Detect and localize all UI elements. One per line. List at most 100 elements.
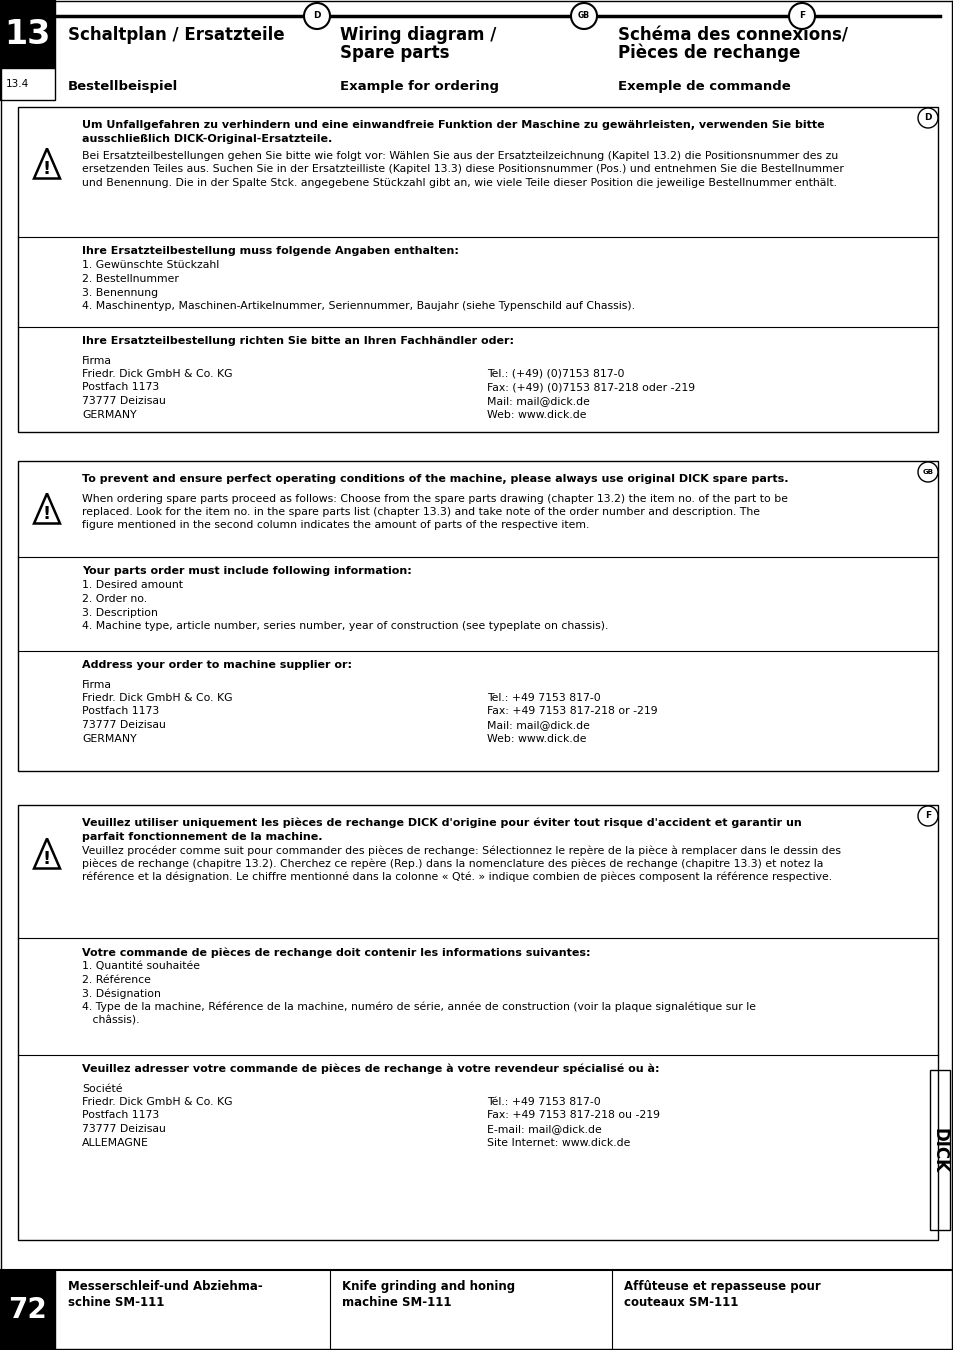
- Text: 1. Gewünschte Stückzahl: 1. Gewünschte Stückzahl: [82, 261, 219, 270]
- Text: Société: Société: [82, 1084, 122, 1094]
- Text: Site Internet: www.dick.de: Site Internet: www.dick.de: [486, 1138, 630, 1148]
- Text: Postfach 1173: Postfach 1173: [82, 706, 159, 717]
- Text: Um Unfallgefahren zu verhindern und eine einwandfreie Funktion der Maschine zu g: Um Unfallgefahren zu verhindern und eine…: [82, 120, 823, 130]
- Text: Wiring diagram /: Wiring diagram /: [339, 26, 496, 45]
- Text: Mail: mail@dick.de: Mail: mail@dick.de: [486, 720, 589, 730]
- Circle shape: [917, 108, 937, 128]
- Text: 4. Maschinentyp, Maschinen-Artikelnummer, Seriennummer, Baujahr (siehe Typenschi: 4. Maschinentyp, Maschinen-Artikelnummer…: [82, 301, 635, 310]
- Text: Votre commande de pièces de rechange doit contenir les informations suivantes:: Votre commande de pièces de rechange doi…: [82, 946, 590, 957]
- Text: Ihre Ersatzteilbestellung richten Sie bitte an Ihren Fachhändler oder:: Ihre Ersatzteilbestellung richten Sie bi…: [82, 336, 514, 346]
- Bar: [18, 107, 937, 432]
- Circle shape: [917, 462, 937, 482]
- Text: Example for ordering: Example for ordering: [339, 80, 498, 93]
- Text: !: !: [43, 505, 51, 522]
- Text: schine SM-111: schine SM-111: [68, 1296, 164, 1310]
- Text: 73777 Deizisau: 73777 Deizisau: [82, 1125, 166, 1134]
- Text: 2. Order no.: 2. Order no.: [82, 594, 147, 603]
- Text: Fax: +49 7153 817-218 or -219: Fax: +49 7153 817-218 or -219: [486, 706, 657, 717]
- Text: D: D: [313, 12, 320, 20]
- Text: Veuillez utiliser uniquement les pièces de rechange DICK d'origine pour éviter t: Veuillez utiliser uniquement les pièces …: [82, 818, 801, 829]
- Text: replaced. Look for the item no. in the spare parts list (chapter 13.3) and take : replaced. Look for the item no. in the s…: [82, 508, 760, 517]
- Text: Spare parts: Spare parts: [339, 45, 449, 62]
- Text: couteaux SM-111: couteaux SM-111: [623, 1296, 738, 1310]
- Text: Affûteuse et repasseuse pour: Affûteuse et repasseuse pour: [623, 1280, 820, 1293]
- Bar: [0, 0, 55, 68]
- Text: Tel.: (+49) (0)7153 817-0: Tel.: (+49) (0)7153 817-0: [486, 369, 624, 379]
- Text: Messerschleif-und Abziehma-: Messerschleif-und Abziehma-: [68, 1280, 262, 1293]
- Text: D: D: [923, 113, 931, 123]
- Circle shape: [788, 3, 814, 28]
- Text: Web: www.dick.de: Web: www.dick.de: [486, 409, 586, 420]
- Text: Tel.: +49 7153 817-0: Tel.: +49 7153 817-0: [486, 693, 600, 703]
- Text: 1. Quantité souhaitée: 1. Quantité souhaitée: [82, 961, 200, 972]
- Text: 13: 13: [5, 18, 51, 50]
- Text: Bei Ersatzteilbestellungen gehen Sie bitte wie folgt vor: Wählen Sie aus der Ers: Bei Ersatzteilbestellungen gehen Sie bit…: [82, 151, 838, 161]
- Text: parfait fonctionnement de la machine.: parfait fonctionnement de la machine.: [82, 832, 322, 841]
- Text: ausschließlich DICK-Original-Ersatzteile.: ausschließlich DICK-Original-Ersatzteile…: [82, 134, 332, 143]
- Text: 72: 72: [9, 1296, 47, 1324]
- Text: Ihre Ersatzteilbestellung muss folgende Angaben enthalten:: Ihre Ersatzteilbestellung muss folgende …: [82, 246, 458, 256]
- Text: Tél.: +49 7153 817-0: Tél.: +49 7153 817-0: [486, 1098, 600, 1107]
- Text: To prevent and ensure perfect operating conditions of the machine, please always: To prevent and ensure perfect operating …: [82, 474, 788, 485]
- Text: GERMANY: GERMANY: [82, 733, 136, 744]
- Text: ALLEMAGNE: ALLEMAGNE: [82, 1138, 149, 1148]
- Text: Knife grinding and honing: Knife grinding and honing: [341, 1280, 515, 1293]
- Text: pièces de rechange (chapitre 13.2). Cherchez ce repère (Rep.) dans la nomenclatu: pièces de rechange (chapitre 13.2). Cher…: [82, 859, 822, 869]
- Bar: [18, 460, 937, 771]
- Text: und Benennung. Die in der Spalte Stck. angegebene Stückzahl gibt an, wie viele T: und Benennung. Die in der Spalte Stck. a…: [82, 178, 836, 188]
- Text: GERMANY: GERMANY: [82, 409, 136, 420]
- Text: Exemple de commande: Exemple de commande: [618, 80, 790, 93]
- Text: 4. Type de la machine, Référence de la machine, numéro de série, année de constr: 4. Type de la machine, Référence de la m…: [82, 1002, 755, 1012]
- Text: F: F: [798, 12, 804, 20]
- Circle shape: [304, 3, 330, 28]
- Text: Schéma des connexions/: Schéma des connexions/: [618, 26, 847, 45]
- Text: référence et la désignation. Le chiffre mentionné dans la colonne « Qté. » indiq: référence et la désignation. Le chiffre …: [82, 872, 831, 883]
- Text: !: !: [43, 850, 51, 868]
- Text: 13.4: 13.4: [6, 80, 30, 89]
- Text: 1. Desired amount: 1. Desired amount: [82, 580, 183, 590]
- Text: Veuillez adresser votre commande de pièces de rechange à votre revendeur spécial: Veuillez adresser votre commande de pièc…: [82, 1064, 659, 1075]
- Text: 73777 Deizisau: 73777 Deizisau: [82, 720, 166, 730]
- Text: Friedr. Dick GmbH & Co. KG: Friedr. Dick GmbH & Co. KG: [82, 369, 233, 379]
- Text: Mail: mail@dick.de: Mail: mail@dick.de: [486, 396, 589, 406]
- Text: Firma: Firma: [82, 355, 112, 366]
- Text: Fax: (+49) (0)7153 817-218 oder -219: Fax: (+49) (0)7153 817-218 oder -219: [486, 382, 695, 393]
- Text: DICK: DICK: [930, 1127, 948, 1173]
- Bar: [0, 68, 55, 100]
- Text: When ordering spare parts proceed as follows: Choose from the spare parts drawin: When ordering spare parts proceed as fol…: [82, 494, 787, 504]
- Text: F: F: [924, 811, 930, 821]
- Text: 73777 Deizisau: 73777 Deizisau: [82, 396, 166, 406]
- Text: 2. Bestellnummer: 2. Bestellnummer: [82, 274, 179, 284]
- Text: Friedr. Dick GmbH & Co. KG: Friedr. Dick GmbH & Co. KG: [82, 693, 233, 703]
- Text: GB: GB: [922, 468, 933, 475]
- Text: ersetzenden Teiles aus. Suchen Sie in der Ersatzteilliste (Kapitel 13.3) diese P: ersetzenden Teiles aus. Suchen Sie in de…: [82, 165, 843, 174]
- Text: Postfach 1173: Postfach 1173: [82, 382, 159, 393]
- Text: 3. Description: 3. Description: [82, 608, 157, 617]
- Text: Friedr. Dick GmbH & Co. KG: Friedr. Dick GmbH & Co. KG: [82, 1098, 233, 1107]
- Text: GB: GB: [578, 12, 589, 20]
- Bar: [18, 805, 937, 1241]
- Bar: [0, 1270, 55, 1350]
- Text: Address your order to machine supplier or:: Address your order to machine supplier o…: [82, 660, 352, 670]
- Text: 3. Benennung: 3. Benennung: [82, 288, 158, 297]
- Text: Your parts order must include following information:: Your parts order must include following …: [82, 566, 412, 576]
- Bar: [929, 1071, 949, 1230]
- Text: Bestellbeispiel: Bestellbeispiel: [68, 80, 178, 93]
- Text: Web: www.dick.de: Web: www.dick.de: [486, 733, 586, 744]
- Text: châssis).: châssis).: [82, 1015, 139, 1026]
- Text: !: !: [43, 161, 51, 178]
- Text: Pièces de rechange: Pièces de rechange: [618, 45, 800, 62]
- Circle shape: [571, 3, 597, 28]
- Text: Schaltplan / Ersatzteile: Schaltplan / Ersatzteile: [68, 26, 284, 45]
- Text: 4. Machine type, article number, series number, year of construction (see typepl: 4. Machine type, article number, series …: [82, 621, 608, 630]
- Text: E-mail: mail@dick.de: E-mail: mail@dick.de: [486, 1125, 601, 1134]
- Text: Postfach 1173: Postfach 1173: [82, 1111, 159, 1120]
- Text: Veuillez procéder comme suit pour commander des pièces de rechange: Sélectionnez: Veuillez procéder comme suit pour comman…: [82, 845, 841, 856]
- Text: 3. Désignation: 3. Désignation: [82, 988, 161, 999]
- Text: figure mentioned in the second column indicates the amount of parts of the respe: figure mentioned in the second column in…: [82, 521, 589, 531]
- Text: Fax: +49 7153 817-218 ou -219: Fax: +49 7153 817-218 ou -219: [486, 1111, 659, 1120]
- Text: machine SM-111: machine SM-111: [341, 1296, 451, 1310]
- Text: Firma: Firma: [82, 679, 112, 690]
- Text: 2. Référence: 2. Référence: [82, 975, 151, 985]
- Circle shape: [917, 806, 937, 826]
